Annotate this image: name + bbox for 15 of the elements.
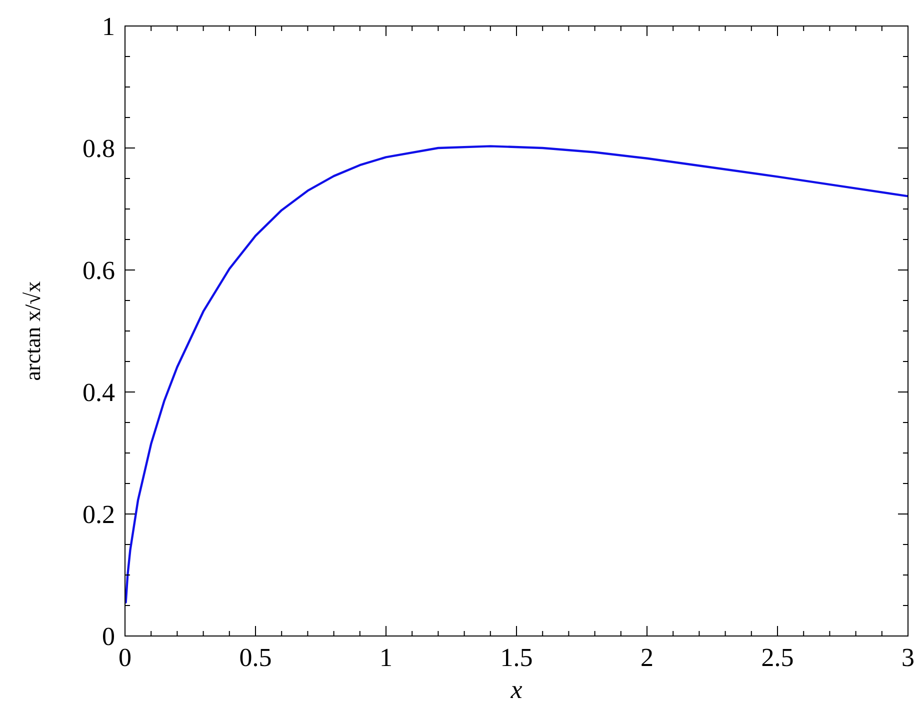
x-tick-label: 2 bbox=[640, 643, 654, 672]
y-tick-label: 0 bbox=[102, 622, 115, 651]
x-tick-label: 0.5 bbox=[239, 643, 272, 672]
y-tick-label: 1 bbox=[102, 12, 115, 41]
x-tick-label: 1.5 bbox=[500, 643, 533, 672]
x-tick-label: 2.5 bbox=[761, 643, 794, 672]
y-tick-label: 0.6 bbox=[82, 256, 115, 285]
y-tick-label: 0.4 bbox=[82, 378, 115, 407]
y-tick-label: 0.2 bbox=[82, 500, 115, 529]
x-axis-title: x bbox=[510, 675, 523, 704]
x-tick-label: 3 bbox=[902, 643, 914, 672]
line-series bbox=[125, 145, 908, 604]
y-axis-title: arctan x/√x bbox=[20, 281, 45, 381]
y-tick-label: 0.8 bbox=[82, 134, 115, 163]
x-tick-label: 1 bbox=[380, 643, 392, 672]
